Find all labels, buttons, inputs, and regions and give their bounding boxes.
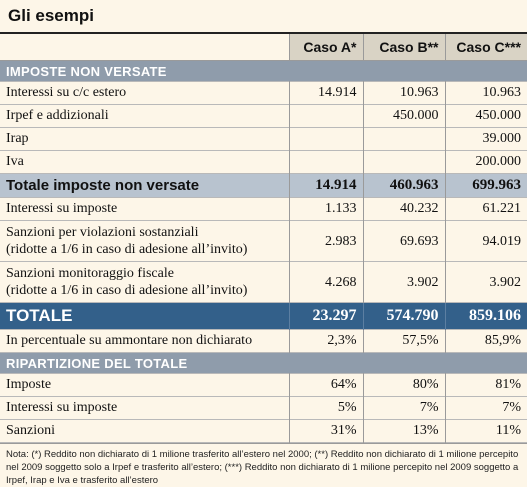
cell-caso-a: 2.983 — [288, 220, 363, 262]
cell-caso-c: 3.902 — [444, 261, 527, 303]
table-row: Iva 200.000 — [0, 150, 527, 174]
cell-caso-b: 69.693 — [362, 220, 445, 262]
cell-caso-a: 4.268 — [288, 261, 363, 303]
total-row: TOTALE 23.297 574.790 859.106 — [0, 302, 527, 330]
row-label-line-2: (ridotte a 1/6 in caso di adesione all’i… — [6, 242, 248, 257]
subtotal-label: Totale imposte non versate — [0, 173, 289, 198]
section-ripartizione-del-totale: RIPARTIZIONE DEL TOTALE — [0, 352, 527, 374]
cell-caso-b: 57,5% — [362, 329, 445, 353]
row-label: Interessi su imposte — [6, 201, 118, 216]
table-row: Sanzioni per violazioni sostanziali (rid… — [0, 220, 527, 262]
cell-caso-c: 859.106 — [444, 302, 527, 330]
cell-caso-b: 574.790 — [362, 302, 445, 330]
cell-caso-b — [362, 127, 445, 151]
footnote: Nota: (*) Reddito non dichiarato di 1 mi… — [0, 443, 527, 487]
cell-caso-c: 39.000 — [444, 127, 527, 151]
cell-caso-b: 80% — [362, 373, 445, 397]
header-caso-a: Caso A* — [288, 34, 363, 61]
examples-table: Caso A* Caso B** Caso C*** IMPOSTE NON V… — [0, 34, 527, 443]
cell-caso-c: 11% — [444, 419, 527, 443]
cell-caso-a: 23.297 — [288, 302, 363, 330]
row-label: Irap — [6, 131, 29, 146]
cell-caso-a: 14.914 — [288, 81, 363, 105]
cell-caso-a: 14.914 — [288, 173, 363, 198]
cell-caso-c: 81% — [444, 373, 527, 397]
cell-caso-b: 460.963 — [362, 173, 445, 198]
cell-caso-a — [288, 104, 363, 128]
cell-caso-c: 94.019 — [444, 220, 527, 262]
cell-caso-b: 40.232 — [362, 197, 445, 221]
section-imposte-non-versate: IMPOSTE NON VERSATE — [0, 60, 527, 82]
table-row: Irpef e addizionali 450.000 450.000 — [0, 104, 527, 128]
header-caso-c: Caso C*** — [444, 34, 527, 61]
cell-caso-b: 13% — [362, 419, 445, 443]
section-label: IMPOSTE NON VERSATE — [0, 60, 289, 82]
subtotal-row: Totale imposte non versate 14.914 460.96… — [0, 173, 527, 198]
cell-caso-b: 7% — [362, 396, 445, 420]
table-row: Sanzioni 31% 13% 11% — [0, 419, 527, 443]
row-label: Sanzioni monitoraggio fiscale (ridotte a… — [0, 262, 289, 303]
row-label: Irpef e addizionali — [6, 108, 109, 123]
page-title: Gli esempi — [0, 0, 527, 34]
table-row: Interessi su imposte 5% 7% 7% — [0, 396, 527, 420]
row-label: In percentuale su ammontare non dichiara… — [6, 333, 253, 348]
cell-caso-a — [288, 150, 363, 174]
cell-caso-b: 3.902 — [362, 261, 445, 303]
percent-row: In percentuale su ammontare non dichiara… — [0, 329, 527, 353]
cell-caso-a: 64% — [288, 373, 363, 397]
row-label: Iva — [6, 154, 24, 169]
table-row: Interessi su c/c estero 14.914 10.963 10… — [0, 81, 527, 105]
cell-caso-a: 2,3% — [288, 329, 363, 353]
table-row: Sanzioni monitoraggio fiscale (ridotte a… — [0, 261, 527, 303]
cell-caso-c: 699.963 — [444, 173, 527, 198]
cell-caso-c: 85,9% — [444, 329, 527, 353]
row-label: Imposte — [6, 377, 52, 392]
row-label: Sanzioni — [6, 423, 55, 438]
cell-caso-a — [288, 127, 363, 151]
table-row: Interessi su imposte 1.133 40.232 61.221 — [0, 197, 527, 221]
cell-caso-b — [362, 150, 445, 174]
section-label: RIPARTIZIONE DEL TOTALE — [0, 352, 289, 374]
cell-caso-b: 10.963 — [362, 81, 445, 105]
table-row: Irap 39.000 — [0, 127, 527, 151]
row-label: Sanzioni per violazioni sostanziali (rid… — [0, 221, 289, 262]
row-label: Interessi su c/c estero — [6, 85, 127, 100]
table-row: Imposte 64% 80% 81% — [0, 373, 527, 397]
header-row: Caso A* Caso B** Caso C*** — [0, 34, 527, 61]
header-caso-b: Caso B** — [362, 34, 445, 61]
cell-caso-a: 31% — [288, 419, 363, 443]
cell-caso-a: 5% — [288, 396, 363, 420]
row-label: Interessi su imposte — [6, 400, 118, 415]
cell-caso-c: 200.000 — [444, 150, 527, 174]
header-blank — [0, 34, 289, 61]
total-label: TOTALE — [0, 302, 289, 330]
cell-caso-a: 1.133 — [288, 197, 363, 221]
cell-caso-c: 10.963 — [444, 81, 527, 105]
row-label-line-2: (ridotte a 1/6 in caso di adesione all’i… — [6, 283, 248, 298]
row-label-line-1: Sanzioni monitoraggio fiscale — [6, 266, 174, 281]
cell-caso-c: 61.221 — [444, 197, 527, 221]
row-label-line-1: Sanzioni per violazioni sostanziali — [6, 225, 199, 240]
cell-caso-b: 450.000 — [362, 104, 445, 128]
cell-caso-c: 450.000 — [444, 104, 527, 128]
cell-caso-c: 7% — [444, 396, 527, 420]
